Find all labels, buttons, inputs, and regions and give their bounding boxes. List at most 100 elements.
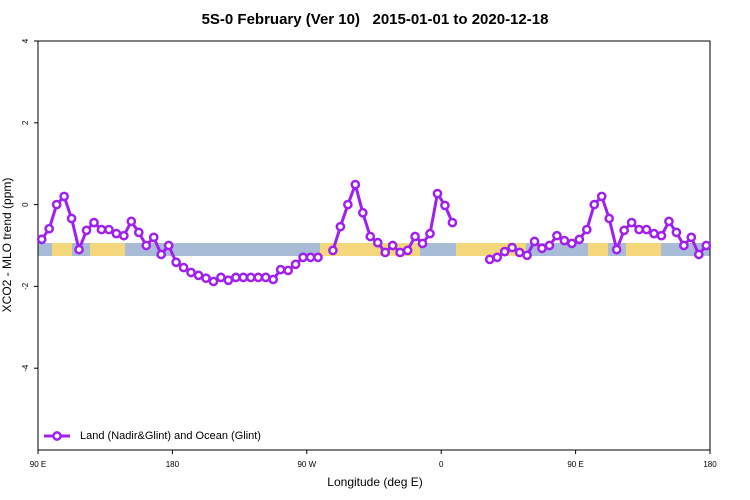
land-patch xyxy=(90,243,125,256)
data-point xyxy=(133,227,144,238)
data-point xyxy=(484,254,495,265)
data-point xyxy=(171,257,181,268)
data-point xyxy=(163,240,174,251)
x-tick-label: 0 xyxy=(439,460,444,469)
data-point xyxy=(268,274,279,285)
data-point xyxy=(425,228,435,239)
data-point xyxy=(119,230,129,241)
data-point xyxy=(679,240,689,251)
data-point xyxy=(410,231,420,242)
data-point xyxy=(260,272,271,283)
data-point xyxy=(51,199,62,210)
data-point xyxy=(216,272,226,283)
data-point xyxy=(372,237,383,248)
data-point xyxy=(589,199,600,210)
data-point xyxy=(514,247,525,258)
y-axis-label: XCO2 - MLO trend (ppm) xyxy=(0,178,14,313)
data-point xyxy=(290,259,301,270)
data-point xyxy=(440,200,450,211)
data-point xyxy=(529,236,540,247)
data-point xyxy=(417,238,428,249)
data-point xyxy=(537,243,547,254)
data-point xyxy=(328,245,338,256)
data-point xyxy=(104,224,114,235)
data-point xyxy=(283,265,293,276)
data-point xyxy=(656,230,667,241)
data-point xyxy=(141,240,152,251)
data-point xyxy=(387,240,398,251)
data-point xyxy=(193,270,204,281)
data-point xyxy=(231,272,241,283)
data-point xyxy=(357,207,368,218)
chart-title: 5S-0 February (Ver 10) 2015-01-01 to 202… xyxy=(202,11,549,28)
data-point xyxy=(432,188,443,199)
data-point xyxy=(552,230,562,241)
data-point xyxy=(447,217,458,228)
land-patch xyxy=(52,243,72,256)
data-point xyxy=(365,231,376,242)
x-tick-label: 90 E xyxy=(567,460,583,469)
x-axis-label: Longitude (deg E) xyxy=(327,475,422,489)
data-point xyxy=(641,224,652,235)
data-point xyxy=(522,250,532,261)
data-point xyxy=(499,246,510,257)
data-point xyxy=(567,238,577,249)
data-point xyxy=(335,221,346,232)
data-point xyxy=(313,252,323,263)
y-tick-label: 4 xyxy=(21,38,30,43)
data-point xyxy=(619,225,629,236)
legend-marker xyxy=(52,431,62,441)
data-point xyxy=(59,191,69,202)
data-point xyxy=(36,234,47,245)
data-point xyxy=(634,224,644,235)
data-point xyxy=(89,217,99,228)
data-point xyxy=(126,216,137,227)
data-point xyxy=(81,225,92,236)
x-tick-label: 180 xyxy=(166,460,180,469)
x-tick-label: 90 W xyxy=(297,460,316,469)
data-point xyxy=(245,272,256,283)
data-point xyxy=(156,249,167,260)
data-point xyxy=(223,275,234,286)
x-tick-label: 180 xyxy=(703,460,717,469)
data-point xyxy=(544,240,555,251)
data-point xyxy=(611,244,622,255)
data-point xyxy=(44,223,55,234)
data-point xyxy=(96,224,107,235)
data-point xyxy=(201,273,211,284)
legend-label: Land (Nadir&Glint) and Ocean (Glint) xyxy=(80,430,261,442)
data-point xyxy=(626,217,637,228)
data-point xyxy=(604,213,615,224)
data-point xyxy=(671,227,682,238)
data-point xyxy=(380,247,391,258)
land-patch xyxy=(588,243,608,256)
data-point xyxy=(178,262,189,273)
y-tick-label: -4 xyxy=(21,364,30,372)
y-tick-label: -2 xyxy=(21,282,30,290)
y-tick-label: 0 xyxy=(21,202,30,207)
data-point xyxy=(581,224,592,235)
data-point xyxy=(66,213,77,224)
data-point xyxy=(343,199,353,210)
data-point xyxy=(402,245,413,256)
y-tick-label: 2 xyxy=(21,120,30,125)
data-point xyxy=(350,179,361,190)
data-point xyxy=(275,264,286,275)
land-patch xyxy=(626,243,661,256)
data-point xyxy=(186,267,196,278)
data-point xyxy=(148,232,159,243)
data-point xyxy=(298,252,308,263)
data-point xyxy=(596,191,607,202)
data-point xyxy=(253,272,264,283)
data-point xyxy=(395,247,405,258)
data-point xyxy=(664,216,674,227)
data-point xyxy=(305,252,316,263)
data-point xyxy=(208,276,219,287)
data-point xyxy=(574,234,585,245)
data-point xyxy=(701,240,712,251)
data-point xyxy=(74,244,84,255)
data-point xyxy=(686,232,697,243)
data-point xyxy=(693,249,704,260)
data-point xyxy=(492,252,503,263)
